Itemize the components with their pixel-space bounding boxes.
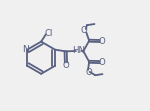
Text: Cl: Cl <box>44 29 53 38</box>
Text: O: O <box>99 58 105 67</box>
Text: O: O <box>99 37 105 46</box>
Text: HN: HN <box>72 46 86 55</box>
Text: N: N <box>22 45 29 54</box>
Text: O: O <box>85 68 92 77</box>
Text: O: O <box>63 61 69 70</box>
Text: O: O <box>81 26 88 35</box>
